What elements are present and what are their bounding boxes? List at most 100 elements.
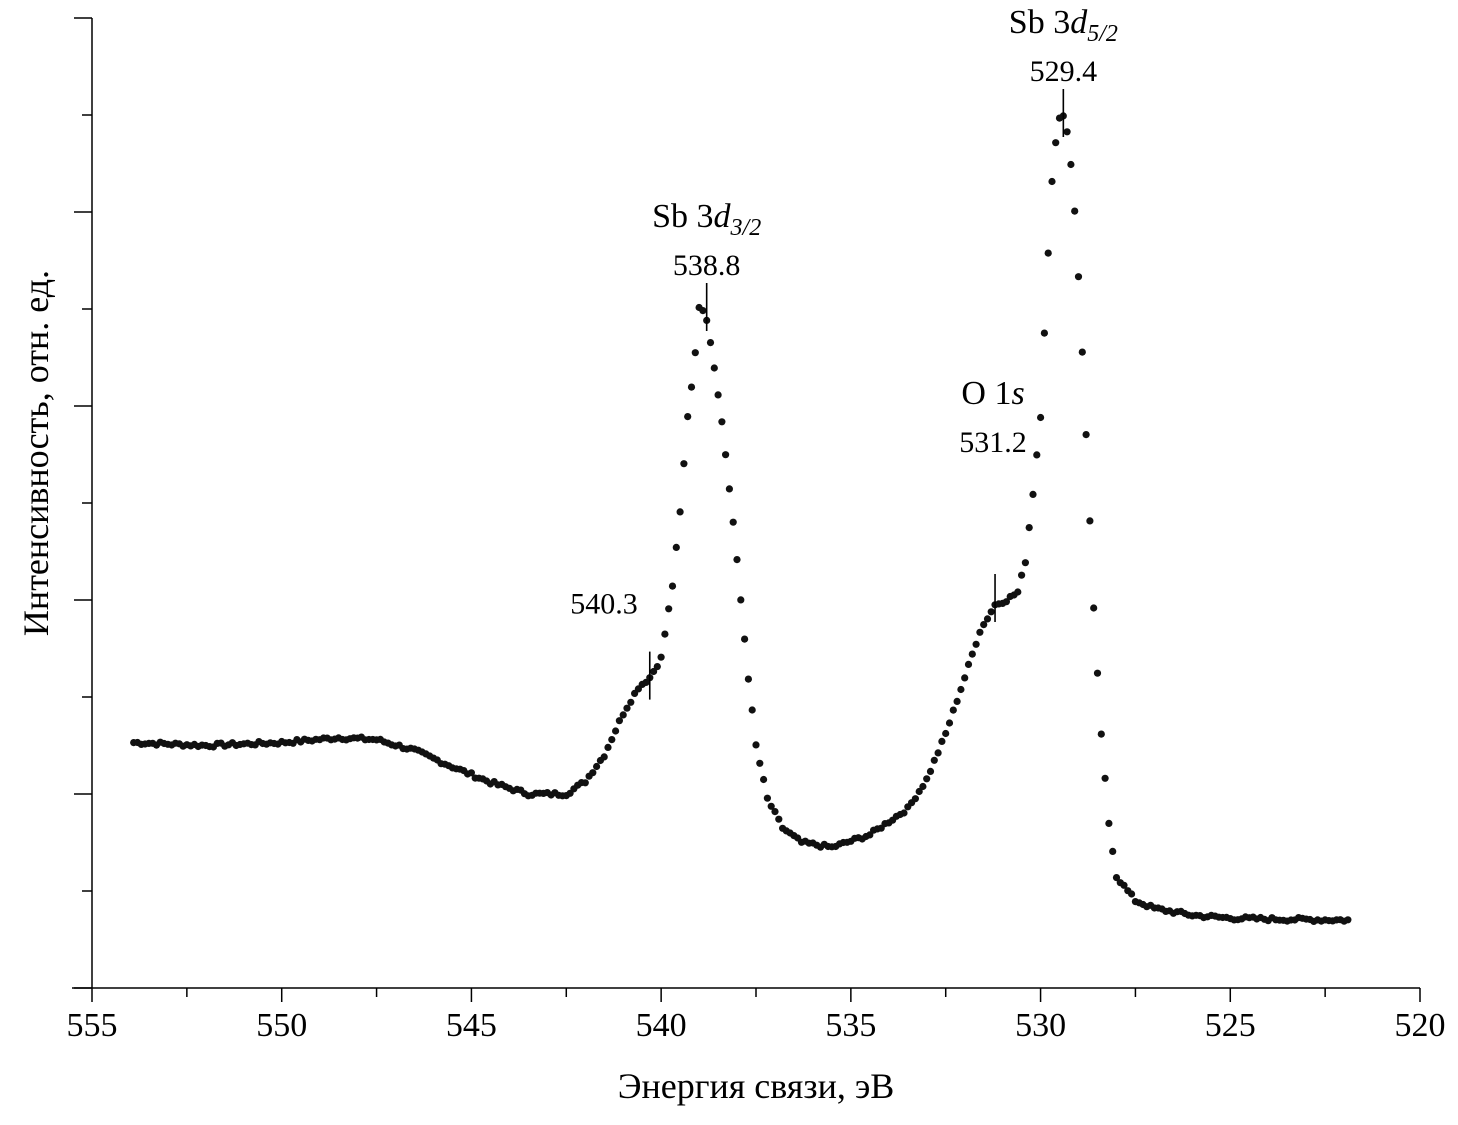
peak-annotations: 538.8 Sb 3d3/2 529.4 Sb 3d5/2 531.2 O 1s 540.3 bbox=[570, 4, 1118, 700]
x-tick-label: 555 bbox=[67, 1007, 118, 1044]
data-point bbox=[1021, 559, 1029, 567]
x-tick-label: 530 bbox=[1015, 1007, 1066, 1044]
data-point bbox=[615, 717, 624, 725]
data-point bbox=[968, 650, 976, 658]
y-axis-ticks bbox=[74, 17, 92, 989]
data-point bbox=[1105, 819, 1113, 828]
data-point bbox=[680, 460, 688, 468]
data-point bbox=[1074, 273, 1083, 281]
data-point bbox=[915, 787, 923, 796]
data-point bbox=[1048, 177, 1056, 186]
data-point bbox=[964, 660, 973, 669]
data-point bbox=[691, 349, 699, 357]
data-point bbox=[976, 628, 984, 636]
data-point bbox=[676, 508, 684, 516]
data-point bbox=[763, 794, 772, 802]
data-point bbox=[1093, 669, 1102, 677]
data-point bbox=[953, 697, 961, 706]
data-point bbox=[706, 339, 715, 347]
data-point bbox=[661, 630, 669, 638]
data-point bbox=[1078, 348, 1086, 356]
data-point bbox=[729, 518, 737, 526]
data-point bbox=[983, 615, 992, 623]
data-point bbox=[1052, 139, 1060, 147]
data-point bbox=[699, 307, 707, 315]
data-point bbox=[1025, 524, 1033, 532]
data-point bbox=[1120, 881, 1128, 889]
data-point bbox=[684, 413, 692, 421]
data-point bbox=[581, 779, 589, 787]
data-point bbox=[718, 418, 726, 426]
peak-name-label: Sb 3d5/2 bbox=[1009, 4, 1118, 47]
data-point bbox=[1109, 847, 1117, 856]
data-point bbox=[665, 605, 673, 613]
peak-annotation: 538.8 Sb 3d3/2 bbox=[652, 198, 761, 331]
data-point bbox=[923, 775, 931, 783]
data-point bbox=[612, 727, 620, 735]
data-point bbox=[733, 556, 741, 564]
data-point bbox=[604, 743, 612, 752]
data-point bbox=[1002, 598, 1011, 606]
peak-value-label: 540.3 bbox=[570, 588, 638, 621]
data-point bbox=[744, 675, 753, 683]
data-point bbox=[1101, 774, 1109, 782]
data-point bbox=[668, 582, 677, 590]
data-point bbox=[1067, 160, 1075, 169]
data-point bbox=[741, 635, 749, 643]
data-point bbox=[710, 364, 718, 372]
x-tick-label: 535 bbox=[825, 1007, 876, 1044]
data-point bbox=[900, 809, 908, 817]
data-point bbox=[1044, 249, 1052, 257]
data-point bbox=[1037, 413, 1045, 422]
data-point bbox=[926, 767, 935, 776]
data-point bbox=[722, 451, 730, 459]
data-point bbox=[657, 653, 665, 661]
data-point bbox=[972, 640, 980, 648]
data-point bbox=[919, 782, 927, 791]
x-tick-label: 525 bbox=[1205, 1007, 1256, 1044]
data-point bbox=[980, 621, 988, 629]
x-tick-label: 520 bbox=[1395, 1007, 1446, 1044]
data-point bbox=[767, 802, 775, 810]
peak-annotation: 531.2 O 1s bbox=[959, 375, 1027, 622]
data-point bbox=[1040, 329, 1048, 337]
data-point bbox=[752, 741, 760, 749]
data-point bbox=[1033, 451, 1041, 459]
x-tick-label: 540 bbox=[636, 1007, 687, 1044]
data-point bbox=[748, 706, 756, 714]
peak-name-label: O 1s bbox=[961, 375, 1024, 412]
data-point bbox=[1344, 916, 1352, 924]
data-point bbox=[600, 753, 608, 761]
data-point bbox=[1097, 730, 1105, 738]
data-point bbox=[1090, 604, 1098, 612]
data-point bbox=[771, 808, 779, 816]
peak-value-label: 531.2 bbox=[959, 426, 1027, 459]
data-point bbox=[1063, 128, 1071, 136]
data-point bbox=[1029, 490, 1037, 498]
data-point bbox=[911, 795, 920, 803]
data-point bbox=[756, 759, 764, 767]
data-point bbox=[1014, 588, 1022, 596]
data-point bbox=[775, 815, 783, 823]
x-axis-title: Энергия связи, эВ bbox=[618, 1066, 895, 1106]
data-point bbox=[930, 756, 938, 764]
data-point bbox=[467, 769, 475, 777]
data-point bbox=[934, 749, 942, 757]
peak-annotation: 529.4 Sb 3d5/2 bbox=[1009, 4, 1118, 137]
data-point bbox=[653, 663, 661, 671]
data-point bbox=[957, 685, 965, 694]
data-point bbox=[725, 485, 734, 493]
data-point bbox=[949, 706, 957, 714]
data-point bbox=[627, 698, 635, 706]
data-point bbox=[1082, 431, 1090, 439]
data-point bbox=[1071, 207, 1079, 215]
data-point bbox=[942, 729, 950, 738]
axes bbox=[72, 18, 1420, 989]
data-point bbox=[672, 543, 680, 552]
x-tick-label: 545 bbox=[446, 1007, 497, 1044]
data-point bbox=[1018, 571, 1026, 579]
data-point bbox=[760, 775, 768, 784]
data-point bbox=[589, 769, 597, 777]
x-tick-label: 550 bbox=[256, 1007, 307, 1044]
